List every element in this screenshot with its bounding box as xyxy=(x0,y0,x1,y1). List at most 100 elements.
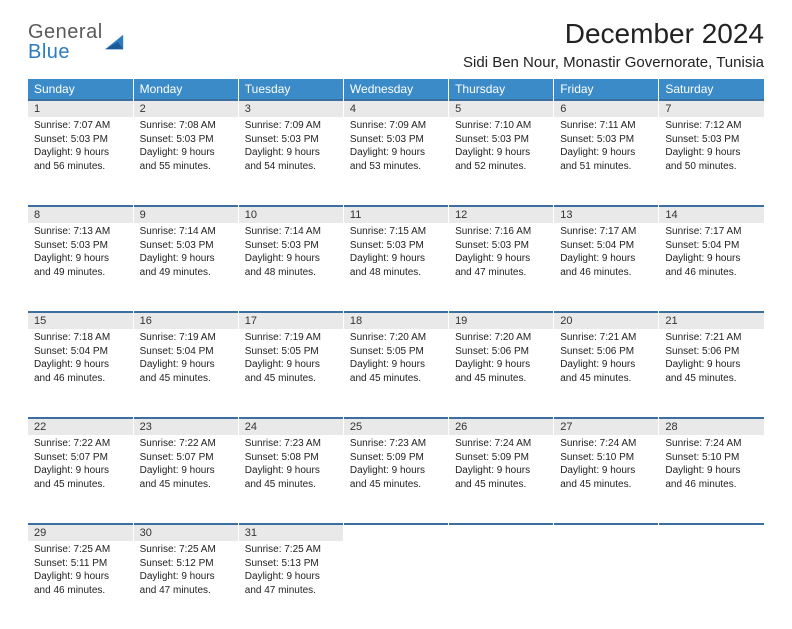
day-number-cell: 1 xyxy=(28,99,133,117)
week-content-row: Sunrise: 7:07 AMSunset: 5:03 PMDaylight:… xyxy=(28,117,764,205)
day-d2: and 45 minutes. xyxy=(140,372,232,386)
day-sunset: Sunset: 5:09 PM xyxy=(455,451,547,465)
day-content: Sunrise: 7:09 AMSunset: 5:03 PMDaylight:… xyxy=(239,117,343,179)
day-cell: Sunrise: 7:22 AMSunset: 5:07 PMDaylight:… xyxy=(133,435,238,523)
day-d2: and 48 minutes. xyxy=(245,266,337,280)
day-d1: Daylight: 9 hours xyxy=(245,570,337,584)
day-d1: Daylight: 9 hours xyxy=(34,252,127,266)
day-number-cell: 10 xyxy=(238,205,343,223)
day-header: Friday xyxy=(554,79,659,99)
day-d1: Daylight: 9 hours xyxy=(245,252,337,266)
day-d2: and 53 minutes. xyxy=(350,160,442,174)
day-content: Sunrise: 7:23 AMSunset: 5:09 PMDaylight:… xyxy=(344,435,448,497)
day-sunrise: Sunrise: 7:18 AM xyxy=(34,331,127,345)
day-sunset: Sunset: 5:08 PM xyxy=(245,451,337,465)
day-cell: Sunrise: 7:25 AMSunset: 5:11 PMDaylight:… xyxy=(28,541,133,629)
day-sunrise: Sunrise: 7:22 AM xyxy=(140,437,232,451)
day-content xyxy=(659,541,764,549)
day-d1: Daylight: 9 hours xyxy=(34,358,127,372)
day-d1: Daylight: 9 hours xyxy=(455,146,547,160)
day-number-cell: 9 xyxy=(133,205,238,223)
day-d2: and 45 minutes. xyxy=(350,372,442,386)
day-sunrise: Sunrise: 7:24 AM xyxy=(455,437,547,451)
day-sunrise: Sunrise: 7:09 AM xyxy=(350,119,442,133)
day-d2: and 51 minutes. xyxy=(560,160,652,174)
day-cell: Sunrise: 7:11 AMSunset: 5:03 PMDaylight:… xyxy=(554,117,659,205)
day-content xyxy=(554,541,658,549)
day-number-cell: 8 xyxy=(28,205,133,223)
day-d1: Daylight: 9 hours xyxy=(560,358,652,372)
day-cell: Sunrise: 7:12 AMSunset: 5:03 PMDaylight:… xyxy=(659,117,764,205)
day-header: Tuesday xyxy=(238,79,343,99)
day-cell xyxy=(554,541,659,629)
day-d2: and 45 minutes. xyxy=(140,478,232,492)
triangle-icon xyxy=(105,33,127,51)
day-d1: Daylight: 9 hours xyxy=(140,252,232,266)
day-number-cell: 13 xyxy=(554,205,659,223)
day-cell: Sunrise: 7:24 AMSunset: 5:09 PMDaylight:… xyxy=(449,435,554,523)
day-number-cell: 19 xyxy=(449,311,554,329)
day-sunrise: Sunrise: 7:14 AM xyxy=(245,225,337,239)
day-number-cell xyxy=(659,523,764,541)
day-cell: Sunrise: 7:14 AMSunset: 5:03 PMDaylight:… xyxy=(238,223,343,311)
day-d1: Daylight: 9 hours xyxy=(350,146,442,160)
day-cell: Sunrise: 7:22 AMSunset: 5:07 PMDaylight:… xyxy=(28,435,133,523)
location: Sidi Ben Nour, Monastir Governorate, Tun… xyxy=(463,54,764,71)
day-content: Sunrise: 7:24 AMSunset: 5:10 PMDaylight:… xyxy=(554,435,658,497)
calendar-table: Sunday Monday Tuesday Wednesday Thursday… xyxy=(28,79,764,629)
day-number-cell: 22 xyxy=(28,417,133,435)
day-cell: Sunrise: 7:25 AMSunset: 5:12 PMDaylight:… xyxy=(133,541,238,629)
day-content: Sunrise: 7:16 AMSunset: 5:03 PMDaylight:… xyxy=(449,223,553,285)
day-number: 22 xyxy=(28,417,133,435)
title-block: December 2024 Sidi Ben Nour, Monastir Go… xyxy=(463,18,764,77)
day-cell: Sunrise: 7:24 AMSunset: 5:10 PMDaylight:… xyxy=(554,435,659,523)
day-cell: Sunrise: 7:09 AMSunset: 5:03 PMDaylight:… xyxy=(238,117,343,205)
day-d2: and 48 minutes. xyxy=(350,266,442,280)
day-number-cell: 20 xyxy=(554,311,659,329)
day-d2: and 46 minutes. xyxy=(665,266,758,280)
day-sunrise: Sunrise: 7:22 AM xyxy=(34,437,127,451)
day-d2: and 46 minutes. xyxy=(560,266,652,280)
day-number-cell: 23 xyxy=(133,417,238,435)
day-number-cell xyxy=(554,523,659,541)
day-cell: Sunrise: 7:20 AMSunset: 5:06 PMDaylight:… xyxy=(449,329,554,417)
day-content: Sunrise: 7:13 AMSunset: 5:03 PMDaylight:… xyxy=(28,223,133,285)
day-number-cell: 5 xyxy=(449,99,554,117)
day-content: Sunrise: 7:14 AMSunset: 5:03 PMDaylight:… xyxy=(239,223,343,285)
day-content: Sunrise: 7:23 AMSunset: 5:08 PMDaylight:… xyxy=(239,435,343,497)
day-header-row: Sunday Monday Tuesday Wednesday Thursday… xyxy=(28,79,764,99)
day-d1: Daylight: 9 hours xyxy=(140,146,232,160)
day-number: 30 xyxy=(134,523,238,541)
day-d2: and 46 minutes. xyxy=(34,584,127,598)
week-number-row: 1234567 xyxy=(28,99,764,117)
day-cell: Sunrise: 7:07 AMSunset: 5:03 PMDaylight:… xyxy=(28,117,133,205)
day-number: 7 xyxy=(659,99,764,117)
day-number-cell: 16 xyxy=(133,311,238,329)
day-sunrise: Sunrise: 7:11 AM xyxy=(560,119,652,133)
day-d1: Daylight: 9 hours xyxy=(34,464,127,478)
day-cell: Sunrise: 7:19 AMSunset: 5:04 PMDaylight:… xyxy=(133,329,238,417)
day-content: Sunrise: 7:17 AMSunset: 5:04 PMDaylight:… xyxy=(659,223,764,285)
day-number-cell: 27 xyxy=(554,417,659,435)
day-number-cell: 11 xyxy=(343,205,448,223)
day-content: Sunrise: 7:25 AMSunset: 5:13 PMDaylight:… xyxy=(239,541,343,603)
day-sunset: Sunset: 5:13 PM xyxy=(245,557,337,571)
day-sunrise: Sunrise: 7:21 AM xyxy=(665,331,758,345)
day-content: Sunrise: 7:20 AMSunset: 5:06 PMDaylight:… xyxy=(449,329,553,391)
day-d2: and 45 minutes. xyxy=(245,372,337,386)
header: General Blue December 2024 Sidi Ben Nour… xyxy=(28,18,764,77)
day-sunrise: Sunrise: 7:08 AM xyxy=(140,119,232,133)
day-number: 2 xyxy=(134,99,238,117)
day-sunset: Sunset: 5:10 PM xyxy=(560,451,652,465)
day-number: 14 xyxy=(659,205,764,223)
day-cell: Sunrise: 7:08 AMSunset: 5:03 PMDaylight:… xyxy=(133,117,238,205)
day-d1: Daylight: 9 hours xyxy=(455,252,547,266)
day-cell xyxy=(659,541,764,629)
day-cell: Sunrise: 7:21 AMSunset: 5:06 PMDaylight:… xyxy=(554,329,659,417)
day-cell: Sunrise: 7:25 AMSunset: 5:13 PMDaylight:… xyxy=(238,541,343,629)
day-d1: Daylight: 9 hours xyxy=(665,146,758,160)
day-number-cell: 30 xyxy=(133,523,238,541)
day-sunset: Sunset: 5:03 PM xyxy=(455,133,547,147)
day-number xyxy=(449,523,553,529)
day-content: Sunrise: 7:24 AMSunset: 5:10 PMDaylight:… xyxy=(659,435,764,497)
